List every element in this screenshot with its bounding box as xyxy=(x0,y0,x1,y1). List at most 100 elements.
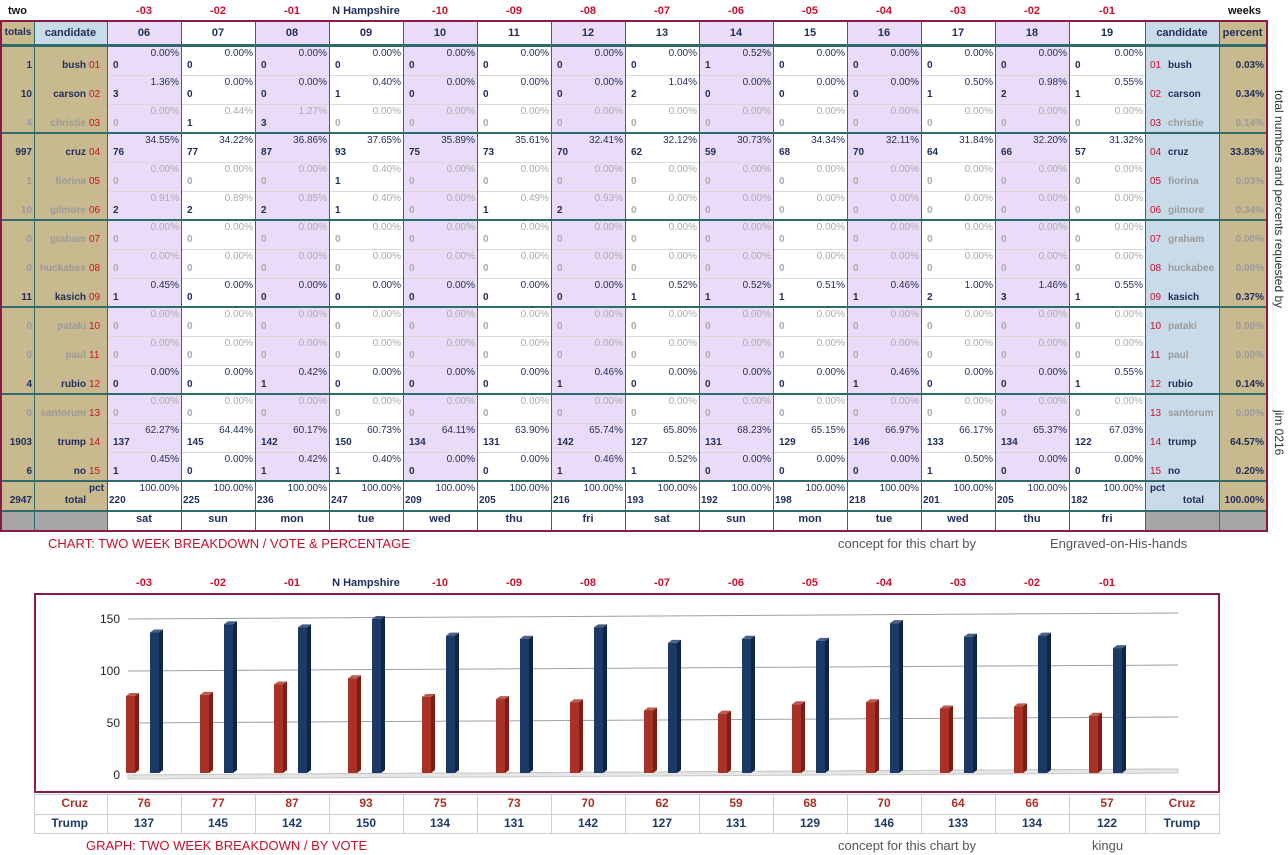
candidate-code-right: 01 xyxy=(1150,60,1162,71)
cell-votes: 0 xyxy=(483,350,489,361)
cell-votes: 59 xyxy=(705,147,717,158)
series-value: 146 xyxy=(873,816,895,830)
cell-percent: 0.00% xyxy=(594,251,623,262)
cell-percent: 0.00% xyxy=(742,367,771,378)
cruz-bar-top xyxy=(348,675,361,679)
cell-votes: 0 xyxy=(927,118,933,129)
cell-percent: 0.00% xyxy=(816,164,845,175)
cell-percent: 0.00% xyxy=(372,367,401,378)
candidate-total: 997 xyxy=(15,147,32,158)
cruz-bar-side xyxy=(801,701,805,773)
cell-percent: 0.00% xyxy=(1038,48,1067,59)
cell-votes: 0 xyxy=(261,234,267,245)
cell-percent: 0.00% xyxy=(964,222,993,233)
cell-votes: 1 xyxy=(261,379,267,390)
day-column-bg xyxy=(107,22,181,481)
total-cell-percent: 100.00% xyxy=(657,483,697,494)
cell-percent: 0.00% xyxy=(224,77,253,88)
candidate-total: 0 xyxy=(26,350,32,361)
cell-divider xyxy=(107,249,181,250)
cell-divider xyxy=(847,191,921,192)
corner-right-label: weeks xyxy=(1228,5,1262,17)
candidate-name-right: santorum xyxy=(1168,408,1214,419)
cell-percent: 0.00% xyxy=(1114,396,1143,407)
cell-votes: 0 xyxy=(705,321,711,332)
cell-divider xyxy=(699,75,773,76)
cell-percent: 0.00% xyxy=(1038,106,1067,117)
cell-votes: 1 xyxy=(261,466,267,477)
weekday-label: sat xyxy=(136,513,152,525)
cell-percent: 60.17% xyxy=(293,425,327,436)
cell-percent: 0.00% xyxy=(520,396,549,407)
bar-chart-svg: 0 50 100 150 xyxy=(100,612,1179,782)
cell-divider xyxy=(773,75,847,76)
cell-votes: 0 xyxy=(187,263,193,274)
series-value: 70 xyxy=(581,796,595,810)
cell-percent: 1.27% xyxy=(298,106,327,117)
cell-percent: 0.00% xyxy=(668,193,697,204)
cell-votes: 0 xyxy=(113,379,119,390)
cell-divider xyxy=(995,365,1069,366)
cell-divider xyxy=(699,104,773,105)
cell-votes: 2 xyxy=(187,205,193,216)
candidate-name-right: graham xyxy=(1168,234,1205,245)
column-number: 06 xyxy=(137,27,151,39)
cell-votes: 0 xyxy=(187,466,193,477)
cell-votes: 127 xyxy=(631,437,648,448)
cell-votes: 0 xyxy=(705,234,711,245)
cell-percent: 0.00% xyxy=(668,222,697,233)
graph-row-column-divider xyxy=(477,794,478,834)
series-value: 62 xyxy=(655,796,669,810)
column-divider xyxy=(921,22,922,530)
weekday-label: sun xyxy=(208,513,228,525)
cell-percent: 0.55% xyxy=(1114,367,1143,378)
candidate-name: trump xyxy=(57,437,86,448)
cell-votes: 0 xyxy=(631,321,637,332)
cell-divider xyxy=(403,452,477,453)
cell-divider xyxy=(1069,452,1145,453)
candidate-code: 08 xyxy=(89,263,101,274)
weekday-label: fri xyxy=(1101,513,1113,525)
cell-percent: 1.04% xyxy=(668,77,697,88)
candidate-code-right: 05 xyxy=(1150,176,1162,187)
trump-bar-side xyxy=(233,621,237,773)
cell-votes: 0 xyxy=(927,379,933,390)
candidate-name-right: cruz xyxy=(1168,147,1189,158)
cell-percent: 0.00% xyxy=(594,48,623,59)
cell-votes: 150 xyxy=(335,437,352,448)
series-value: 131 xyxy=(725,816,747,830)
cell-votes: 0 xyxy=(853,60,859,71)
trump-bar-top xyxy=(594,624,607,628)
cell-percent: 0.00% xyxy=(372,338,401,349)
cell-votes: 0 xyxy=(1001,205,1007,216)
column-divider xyxy=(1145,22,1146,530)
cell-votes: 0 xyxy=(557,234,563,245)
cell-divider xyxy=(107,104,181,105)
cell-votes: 0 xyxy=(779,60,785,71)
cell-votes: 2 xyxy=(1001,89,1007,100)
cell-percent: 0.00% xyxy=(742,454,771,465)
cell-percent: 0.00% xyxy=(520,338,549,349)
cell-votes: 0 xyxy=(409,60,415,71)
cell-divider xyxy=(107,423,181,424)
cell-divider xyxy=(699,452,773,453)
cell-percent: 0.00% xyxy=(890,164,919,175)
cell-divider xyxy=(699,162,773,163)
cell-votes: 0 xyxy=(779,176,785,187)
cell-divider xyxy=(551,365,625,366)
cell-votes: 0 xyxy=(483,379,489,390)
trump-bar-side xyxy=(455,632,459,773)
series-value: 59 xyxy=(729,796,743,810)
cell-divider xyxy=(1069,365,1145,366)
candidate-code: 11 xyxy=(89,350,100,361)
cell-votes: 129 xyxy=(779,437,796,448)
series-value: 127 xyxy=(651,816,673,830)
cell-votes: 0 xyxy=(483,466,489,477)
cell-divider xyxy=(181,423,255,424)
candidate-name-right: bush xyxy=(1168,60,1192,71)
candidate-total: 6 xyxy=(26,466,32,477)
cell-votes: 0 xyxy=(557,321,563,332)
day-offset-label: -01 xyxy=(284,577,300,589)
cell-percent: 0.00% xyxy=(816,222,845,233)
cell-votes: 1 xyxy=(335,466,341,477)
